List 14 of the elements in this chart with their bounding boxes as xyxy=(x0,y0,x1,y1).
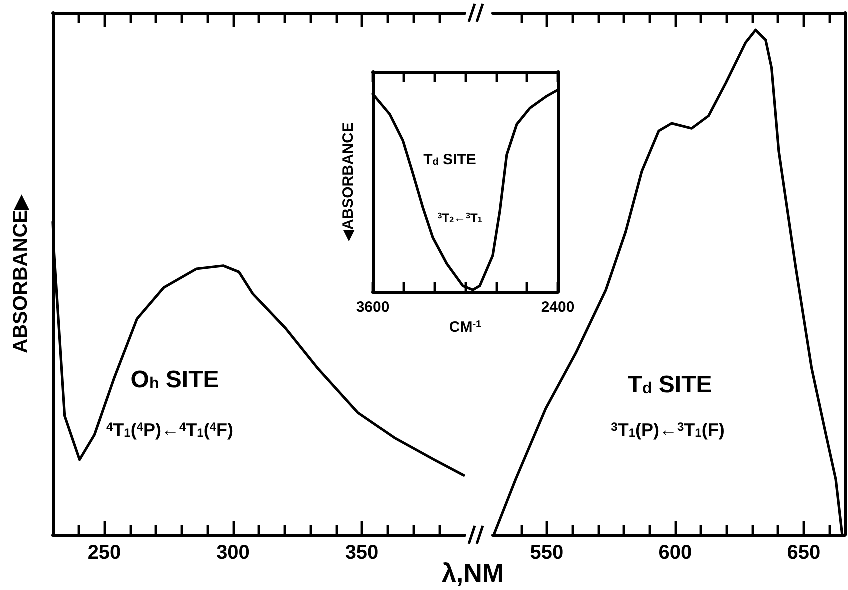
x-axis-title: λ,NM xyxy=(442,558,504,588)
y-axis-title: ABSORBANCE▶ xyxy=(10,194,32,354)
annotation: Oh SITE xyxy=(130,366,220,394)
annotation: Td SITE xyxy=(628,372,712,398)
x-tick-label: 600 xyxy=(658,542,692,564)
x-tick-label: 550 xyxy=(530,542,564,564)
annotation: Td SITE xyxy=(424,152,476,168)
x-tick-label: 250 xyxy=(88,542,122,564)
x-tick-label: 350 xyxy=(345,542,379,564)
x-tick-label: 3600 xyxy=(356,299,390,316)
y-axis-title: ◀ABSORBANCE xyxy=(340,122,357,242)
x-tick-label: 2400 xyxy=(541,299,575,316)
x-tick-label: 300 xyxy=(216,542,250,564)
x-tick-label: 650 xyxy=(787,542,821,564)
